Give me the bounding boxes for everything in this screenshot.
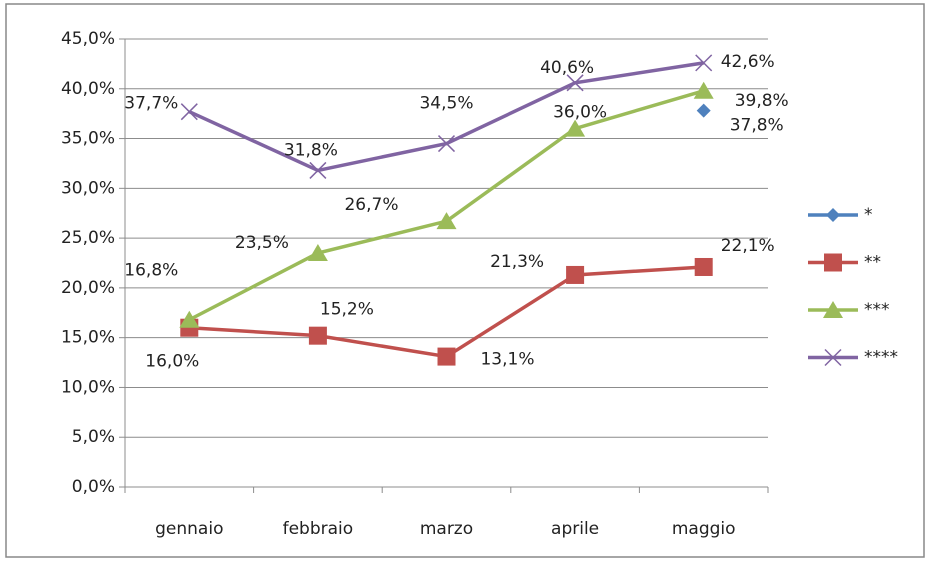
y-tick-label: 25,0% (61, 228, 115, 248)
y-tick-label: 5,0% (72, 427, 115, 447)
data-point (179, 310, 200, 328)
x-tick-label: maggio (672, 519, 736, 539)
data-label: 37,7% (124, 94, 178, 114)
data-label: 39,8% (735, 91, 789, 111)
y-tick-label: 10,0% (61, 377, 115, 397)
data-label: 31,8% (284, 140, 338, 160)
legend-marker (824, 253, 842, 272)
chart-frame (5, 3, 925, 558)
data-point (309, 161, 327, 179)
x-tick-label: aprile (551, 519, 599, 539)
data-point (566, 74, 584, 92)
y-tick-label: 30,0% (61, 178, 115, 198)
data-point (436, 212, 457, 230)
legend-marker (826, 208, 840, 222)
data-point (437, 347, 456, 366)
legend-label: **** (864, 348, 898, 368)
legend-item: **** (808, 348, 898, 368)
legend-item: * (808, 205, 873, 225)
data-point (180, 103, 198, 121)
y-tick-label: 20,0% (61, 278, 115, 298)
y-tick-label: 40,0% (61, 79, 115, 99)
data-label: 21,3% (490, 252, 544, 272)
legend-marker (823, 301, 843, 318)
data-point (695, 54, 713, 72)
data-label: 16,0% (145, 352, 199, 372)
data-point (307, 244, 328, 262)
data-label: 26,7% (344, 195, 398, 215)
data-point (437, 135, 456, 153)
data-label: 15,2% (320, 300, 374, 320)
data-label: 40,6% (540, 58, 594, 78)
data-label: 13,1% (480, 350, 534, 370)
data-label: 16,8% (124, 261, 178, 281)
data-point (696, 103, 711, 118)
data-label: 36,0% (553, 103, 607, 123)
y-tick-label: 0,0% (72, 477, 115, 497)
data-label: 23,5% (235, 233, 289, 253)
legend-marker (824, 348, 842, 367)
y-tick-label: 15,0% (61, 328, 115, 348)
x-tick-label: gennaio (155, 519, 223, 539)
data-point (694, 257, 713, 276)
legend-item: ** (808, 253, 881, 273)
legend-label: *** (864, 300, 890, 320)
y-tick-label: 35,0% (61, 129, 115, 149)
legend-item: *** (808, 300, 890, 320)
data-label: 22,1% (721, 236, 775, 256)
legend-label: ** (864, 253, 881, 273)
data-point (693, 81, 714, 99)
data-point (308, 326, 327, 345)
data-label: 37,8% (730, 116, 784, 136)
data-label: 34,5% (419, 94, 473, 114)
y-tick-label: 45,0% (61, 29, 115, 49)
data-label: 42,6% (721, 52, 775, 72)
data-point (566, 265, 585, 284)
x-tick-label: febbraio (283, 519, 354, 539)
x-tick-label: marzo (420, 519, 473, 539)
legend: ********** (808, 205, 898, 368)
data-point (565, 119, 586, 137)
legend-label: * (864, 205, 873, 225)
